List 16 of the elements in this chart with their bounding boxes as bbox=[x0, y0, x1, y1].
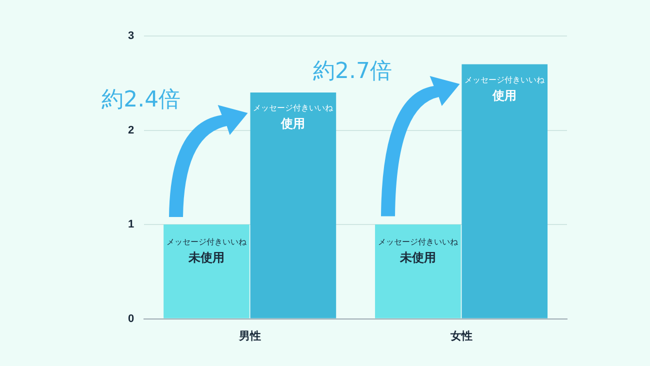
y-tick-label: 0 bbox=[128, 312, 134, 325]
series-label: メッセージ付きいいね使用 bbox=[464, 75, 546, 102]
series-label: メッセージ付きいいね未使用 bbox=[166, 238, 248, 265]
annotation: 約2.4倍 bbox=[102, 87, 181, 112]
y-tick-label: 3 bbox=[128, 30, 134, 42]
y-tick-label: 1 bbox=[128, 218, 134, 231]
text: メッセージ付きいいね未使用 bbox=[378, 238, 458, 265]
x-tick-label: 女性 bbox=[449, 329, 472, 342]
x-tick-label: 男性 bbox=[238, 329, 261, 342]
annotation: 約2.7倍 bbox=[313, 59, 392, 84]
text: メッセージ付きいいね使用 bbox=[253, 104, 334, 131]
bar bbox=[250, 92, 336, 318]
bar bbox=[164, 224, 250, 318]
bar bbox=[462, 64, 548, 318]
y-tick-label: 2 bbox=[128, 124, 134, 136]
bar bbox=[375, 224, 461, 318]
